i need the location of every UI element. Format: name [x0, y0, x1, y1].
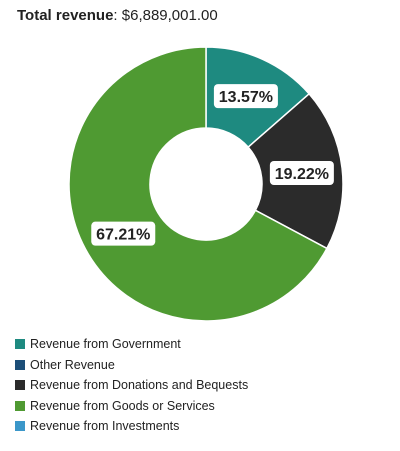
legend-swatch-1 [15, 359, 25, 370]
revenue-donut-chart: 13.57% 19.22% 67.21% [68, 46, 344, 322]
legend-label-4: Revenue from Investments [30, 419, 180, 434]
total-revenue-separator: : [113, 7, 122, 24]
legend-label-1: Other Revenue [30, 357, 115, 372]
legend-label-0: Revenue from Government [30, 337, 181, 352]
legend-label-3: Revenue from Goods or Services [30, 398, 215, 413]
slice-label-box-0 [213, 84, 278, 109]
legend-item-2[interactable]: Revenue from Donations and Bequests [15, 375, 248, 396]
legend-item-4[interactable]: Revenue from Investments [15, 416, 248, 437]
legend-swatch-2 [15, 380, 25, 391]
total-revenue-value: $6,889,001.00 [121, 7, 218, 24]
chart-legend: Revenue from Government Other Revenue Reve… [15, 334, 248, 437]
legend-swatch-3 [15, 400, 25, 411]
slice-label-box-3 [91, 221, 156, 246]
donut-slice-3[interactable] [68, 46, 328, 322]
slice-label-text-3: 67.21% [96, 227, 150, 244]
total-revenue-label: Total revenue [17, 7, 114, 24]
total-revenue-heading: Total revenue: $6,889,001.00 [17, 6, 218, 26]
legend-label-2: Revenue from Donations and Bequests [30, 378, 249, 393]
legend-item-1[interactable]: Other Revenue [15, 355, 248, 376]
slice-label-text-2: 19.22% [275, 166, 329, 183]
slice-label-0: 13.57% [213, 84, 278, 109]
slice-label-box-2 [269, 160, 334, 185]
legend-item-0[interactable]: Revenue from Government [15, 334, 248, 355]
legend-swatch-4 [15, 421, 25, 432]
legend-swatch-0 [15, 339, 25, 350]
slice-label-3: 67.21% [91, 221, 156, 246]
slice-label-text-0: 13.57% [219, 89, 273, 106]
slice-label-2: 19.22% [269, 160, 334, 185]
legend-item-3[interactable]: Revenue from Goods or Services [15, 396, 248, 417]
